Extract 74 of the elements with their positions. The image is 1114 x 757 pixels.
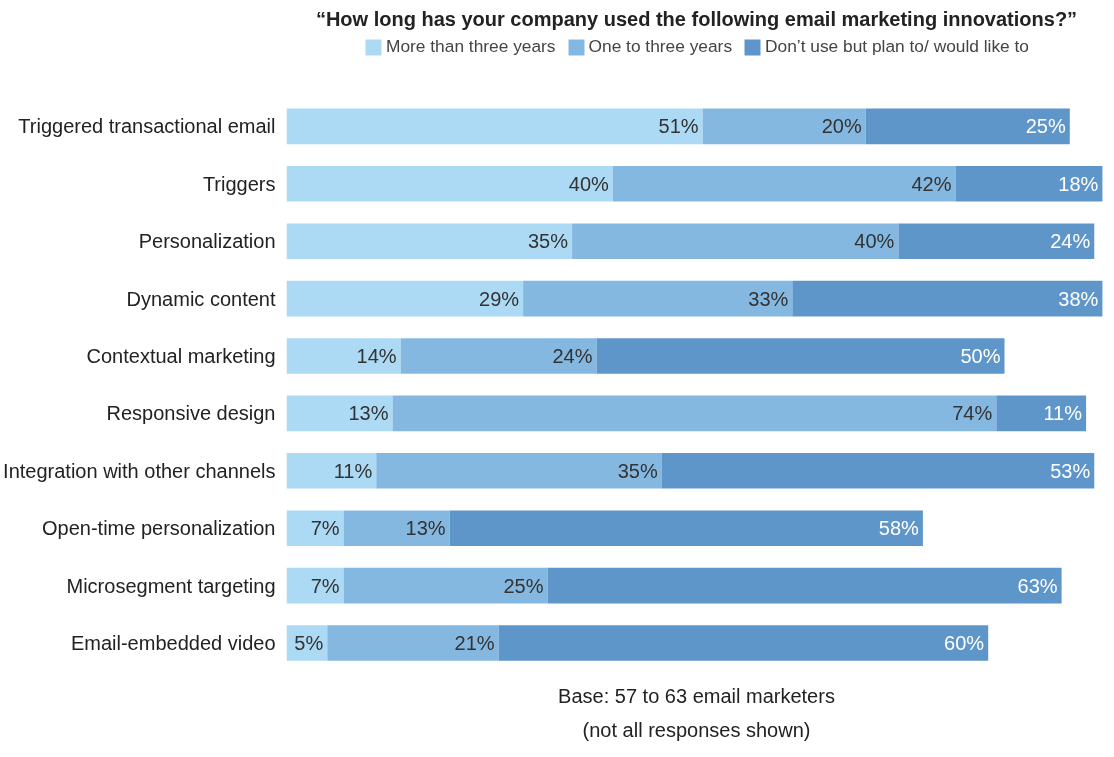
data-label: 29% [479,287,520,310]
data-label: 14% [356,345,397,367]
y-tick-label: Dynamic content [126,287,276,310]
bar [498,625,989,661]
data-label: 25% [1025,115,1066,138]
legend-label: Don’t use but plan to/ would like to [765,36,1029,57]
bar [286,510,344,547]
data-label: 53% [1050,459,1091,482]
data-label: 18% [1058,172,1099,195]
data-label: 7% [310,517,340,540]
text: (not all responses shown) [582,718,811,741]
data-label: 74% [952,402,993,425]
bar [343,567,548,604]
bar [547,567,1062,604]
bar [449,510,923,547]
legend-label: One to three years [588,36,733,57]
data-label: 11% [333,459,373,482]
y-tick-label: Responsive design [106,402,276,425]
data-label: 35% [527,230,569,253]
data-label: 40% [568,172,610,195]
bar [792,280,1103,317]
data-label: 11% [1043,402,1083,425]
bar [286,395,393,432]
chart-title: “How long has your company used the following email marketing innovations?” [315,7,1078,30]
data-label: 38% [1058,287,1099,310]
data-label: 50% [960,345,1001,367]
data-label: 24% [1050,230,1091,253]
bar [286,453,377,489]
y-tick-label: Personalization [138,230,276,253]
bar [286,108,703,145]
bar [955,165,1103,202]
data-label: 42% [911,172,952,195]
bar [996,395,1087,432]
bar [523,280,793,317]
data-label: 63% [1017,574,1058,597]
data-label: 58% [878,517,920,540]
data-label: 13% [405,517,446,540]
bar [572,223,899,259]
data-label: 35% [617,459,658,482]
bar [661,453,1095,489]
bar [376,453,662,489]
data-label: 20% [821,115,862,138]
data-label: 60% [944,632,985,655]
bar [392,395,997,432]
data-label: 7% [310,574,340,597]
bar [286,165,613,202]
y-tick-label: Open-time personalization [42,517,276,540]
bar [286,280,524,317]
bar [286,338,401,374]
bar [612,165,956,202]
bar [343,510,450,547]
y-tick-label: Triggered transactional email [18,115,276,138]
bar [702,108,866,145]
data-label: 40% [854,230,895,253]
y-tick-label: Email-embedded video [70,632,276,655]
data-label: 13% [348,402,389,425]
bar [898,223,1095,259]
data-label: 25% [503,574,544,597]
y-tick-label: Triggers [202,172,276,195]
data-label: 21% [454,632,495,655]
bar [286,223,573,259]
bar [596,338,1005,374]
text: Base: 57 to 63 email marketers [558,684,835,707]
bar [400,338,597,374]
bar [865,108,1070,145]
data-label: 24% [552,345,593,367]
y-tick-label: Integration with other channels [3,459,276,482]
data-label: 33% [748,287,789,310]
bar [327,625,499,661]
y-tick-label: Microsegment targeting [66,574,276,597]
data-label: 5% [294,632,324,655]
legend-label: More than three years [386,36,556,57]
data-label: 51% [658,115,699,138]
y-tick-label: Contextual marketing [86,345,276,367]
